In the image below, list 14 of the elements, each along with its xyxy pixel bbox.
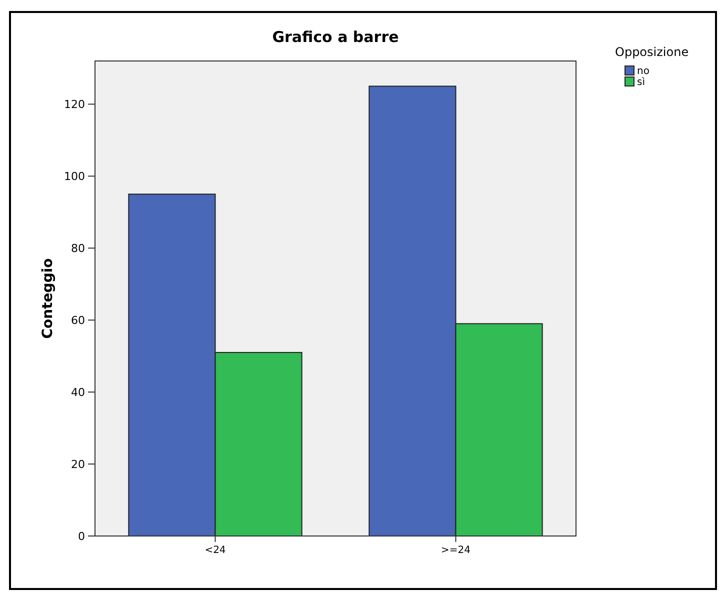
legend-label: sì <box>637 77 646 88</box>
y-axis-title: Conteggio <box>40 258 56 339</box>
y-tick-label: 100 <box>64 170 85 183</box>
y-tick-label: 20 <box>71 458 85 471</box>
x-tick-label: >=24 <box>441 545 470 556</box>
y-tick-label: 0 <box>78 530 85 543</box>
legend-title: Opposizione <box>615 45 689 59</box>
x-tick-label: <24 <box>204 545 226 556</box>
y-tick-label: 120 <box>64 98 85 112</box>
y-tick-label: 80 <box>71 242 85 255</box>
legend-label: no <box>637 66 650 77</box>
chart-title: Grafico a barre <box>272 28 399 46</box>
y-tick-label: 60 <box>71 314 85 327</box>
y-tick-label: 40 <box>71 386 85 399</box>
